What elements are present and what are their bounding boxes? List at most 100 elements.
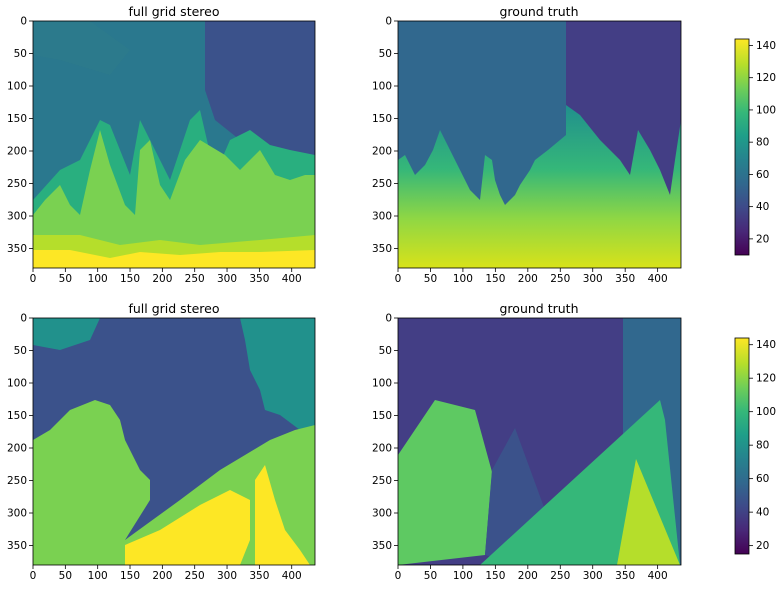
- axes-frame-top-left: [32, 20, 316, 269]
- axes-frame-bottom-right: [397, 317, 682, 566]
- y-tick-label-bottom-left: 250: [7, 475, 27, 487]
- y-tick-label-bottom-right: 200: [372, 443, 392, 455]
- heatmap-bottom-right: [398, 318, 681, 565]
- region-left-slope: [33, 400, 150, 565]
- title-bottom-left: full grid stereo: [128, 301, 219, 316]
- title-top-left: full grid stereo: [128, 4, 219, 19]
- y-tick-label-bottom-left: 0: [20, 313, 27, 325]
- region-right-triangle: [617, 459, 680, 565]
- x-tick-label-top-left: 100: [88, 273, 108, 285]
- colorbar-tick-label-top: 60: [756, 169, 769, 181]
- x-tick-label-bottom-right: 300: [583, 570, 603, 582]
- x-tick-label-bottom-right: 350: [615, 570, 635, 582]
- y-tick-label-top-left: 150: [7, 113, 27, 125]
- y-tick-label-top-left: 50: [14, 48, 27, 60]
- heatmap-top-right: [398, 21, 681, 268]
- colorbar-tick-label-bottom: 140: [756, 339, 776, 351]
- title-bottom-right: ground truth: [500, 301, 579, 316]
- y-tick-label-top-left: 200: [7, 146, 27, 158]
- y-tick-label-bottom-right: 350: [372, 540, 392, 552]
- region-sky-texture: [33, 21, 130, 75]
- region-foreground-wedge: [255, 465, 310, 565]
- x-tick-label-top-right: 350: [615, 273, 635, 285]
- x-tick-label-bottom-right: 150: [485, 570, 505, 582]
- y-tick-label-bottom-right: 150: [372, 410, 392, 422]
- colorbar-bottom: [734, 337, 750, 555]
- axes-frame-bottom-left: [32, 317, 316, 566]
- y-tick-label-bottom-right: 0: [385, 313, 392, 325]
- x-tick-label-top-right: 400: [648, 273, 668, 285]
- region-background-left: [398, 21, 566, 205]
- y-tick-label-top-left: 250: [7, 178, 27, 190]
- y-tick-label-top-right: 300: [372, 211, 392, 223]
- x-tick-label-top-right: 250: [550, 273, 570, 285]
- x-tick-label-top-left: 350: [249, 273, 269, 285]
- x-tick-label-bottom-left: 100: [88, 570, 108, 582]
- y-tick-label-top-right: 350: [372, 243, 392, 255]
- region-left-plane: [398, 400, 492, 565]
- x-tick-label-top-left: 250: [185, 273, 205, 285]
- heatmap-bottom-left: [33, 318, 315, 565]
- colorbar-tick-label-bottom: 100: [756, 406, 776, 418]
- y-tick-label-bottom-left: 50: [14, 345, 27, 357]
- heatmap-top-left: [33, 21, 315, 268]
- y-tick-label-top-right: 0: [385, 16, 392, 28]
- x-tick-label-top-left: 50: [59, 273, 72, 285]
- y-tick-label-top-left: 300: [7, 211, 27, 223]
- x-tick-label-bottom-left: 400: [282, 570, 302, 582]
- x-tick-label-bottom-right: 50: [424, 570, 437, 582]
- y-tick-label-top-left: 0: [20, 16, 27, 28]
- x-tick-label-bottom-left: 250: [185, 570, 205, 582]
- colorbar-tick-label-top: 20: [756, 233, 769, 245]
- colorbar-tick-label-top: 100: [756, 104, 776, 116]
- x-tick-label-bottom-right: 200: [518, 570, 538, 582]
- x-tick-label-top-left: 0: [30, 273, 37, 285]
- x-tick-label-top-left: 300: [217, 273, 237, 285]
- x-tick-label-bottom-right: 100: [453, 570, 473, 582]
- region-foreground-bottom: [33, 258, 315, 268]
- y-tick-label-bottom-left: 350: [7, 540, 27, 552]
- region-sky-right: [205, 21, 315, 170]
- y-tick-label-bottom-right: 100: [372, 378, 392, 390]
- y-tick-label-bottom-left: 200: [7, 443, 27, 455]
- y-tick-label-top-right: 200: [372, 146, 392, 158]
- x-tick-label-bottom-left: 350: [249, 570, 269, 582]
- x-tick-label-bottom-right: 250: [550, 570, 570, 582]
- x-tick-label-bottom-left: 50: [59, 570, 72, 582]
- y-tick-label-bottom-left: 300: [7, 508, 27, 520]
- y-tick-label-bottom-right: 50: [379, 345, 392, 357]
- title-top-right: ground truth: [500, 4, 579, 19]
- colorbar-tick-label-top: 40: [756, 201, 769, 213]
- colorbar-tick-label-top: 140: [756, 40, 776, 52]
- x-tick-label-top-right: 150: [485, 273, 505, 285]
- y-tick-label-top-left: 350: [7, 243, 27, 255]
- x-tick-label-bottom-left: 150: [120, 570, 140, 582]
- colorbar-tick-label-top: 80: [756, 137, 769, 149]
- colorbar-tick-label-bottom: 20: [756, 540, 769, 552]
- x-tick-label-top-right: 0: [395, 273, 402, 285]
- y-tick-label-bottom-right: 300: [372, 508, 392, 520]
- x-tick-label-top-left: 400: [282, 273, 302, 285]
- colorbar-tick-label-bottom: 40: [756, 507, 769, 519]
- y-tick-label-top-right: 150: [372, 113, 392, 125]
- y-tick-label-top-right: 250: [372, 178, 392, 190]
- colorbar-tick-label-top: 120: [756, 72, 776, 84]
- x-tick-label-bottom-left: 300: [217, 570, 237, 582]
- x-tick-label-top-right: 100: [453, 273, 473, 285]
- x-tick-label-bottom-right: 400: [648, 570, 668, 582]
- x-tick-label-top-right: 300: [583, 273, 603, 285]
- y-tick-label-top-right: 100: [372, 81, 392, 93]
- colorbar-tick-label-bottom: 80: [756, 440, 769, 452]
- region-foreground-lower: [125, 490, 250, 565]
- region-mountains: [33, 130, 315, 250]
- colorbar-tick-label-bottom: 60: [756, 473, 769, 485]
- x-tick-label-bottom-right: 0: [395, 570, 402, 582]
- region-top-right-patch: [240, 318, 315, 445]
- x-tick-label-bottom-left: 0: [30, 570, 37, 582]
- x-tick-label-top-left: 150: [120, 273, 140, 285]
- axis-ticks: 0 50 100 150 200 250 300 350 4000501001502002503…: [7, 16, 776, 583]
- region-background-right: [566, 21, 681, 195]
- x-tick-label-top-right: 50: [424, 273, 437, 285]
- y-tick-label-top-left: 100: [7, 81, 27, 93]
